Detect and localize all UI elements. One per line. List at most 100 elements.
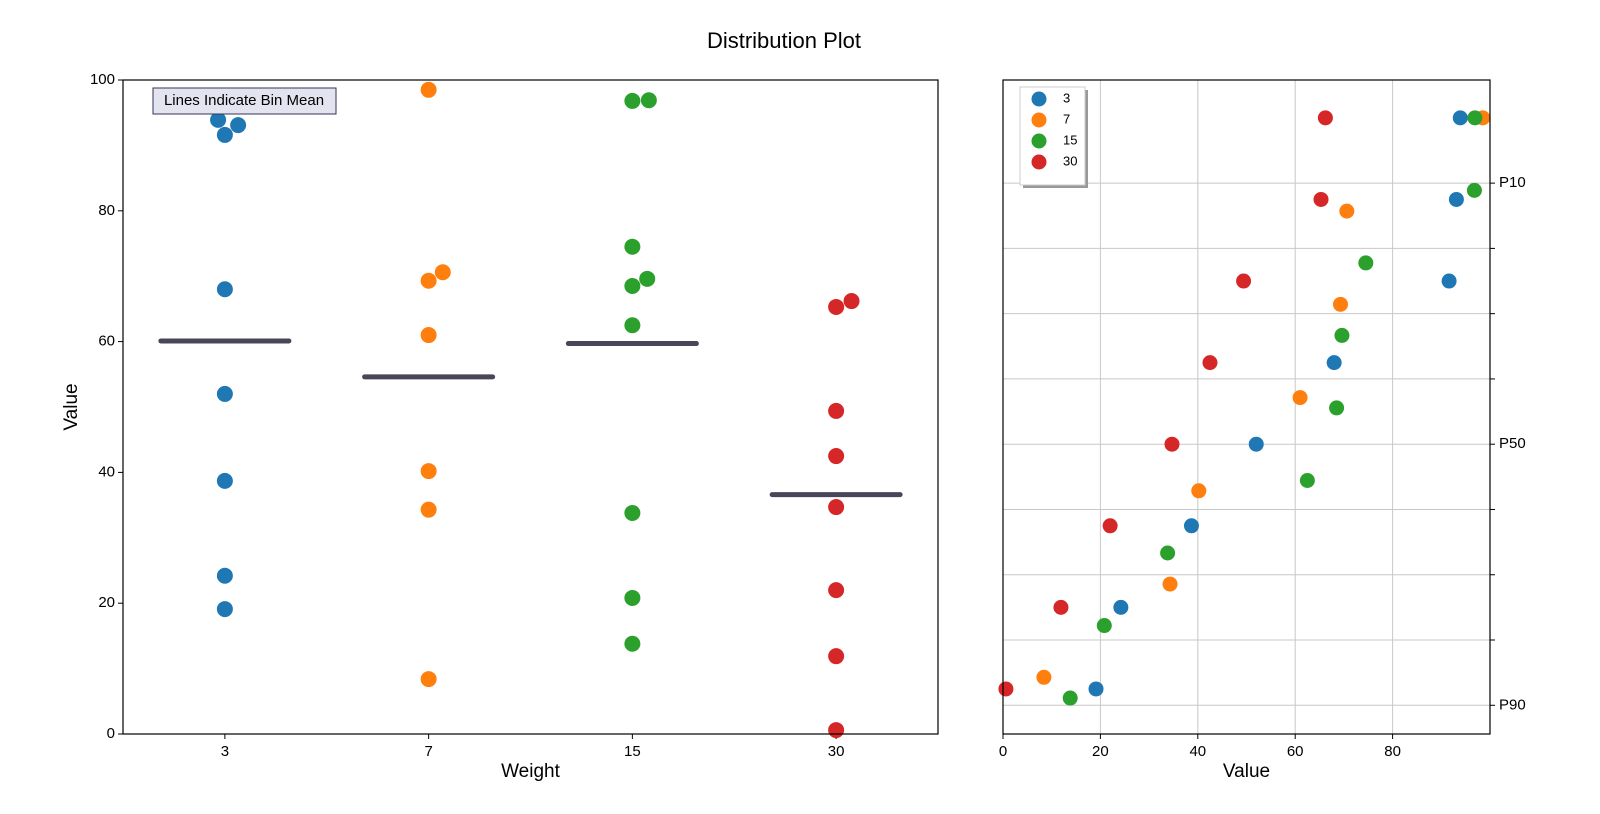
point — [828, 499, 845, 516]
y-tick-label: P50 — [1499, 435, 1526, 452]
point — [216, 601, 233, 618]
point — [210, 111, 227, 128]
point — [420, 272, 437, 289]
point — [216, 126, 233, 143]
y-tick-label: 80 — [98, 202, 115, 219]
point — [1441, 273, 1457, 289]
point — [1358, 255, 1374, 271]
point — [639, 270, 656, 287]
plot-frame — [1002, 79, 1491, 735]
point — [420, 81, 437, 98]
annotation-box — [152, 87, 337, 115]
x-tick-label: 15 — [624, 743, 641, 760]
legend-frame — [1019, 86, 1086, 186]
point — [420, 671, 437, 688]
y-tick-label: 20 — [98, 594, 115, 611]
point — [1339, 203, 1355, 219]
point — [216, 567, 233, 584]
point — [828, 402, 845, 419]
point — [828, 298, 845, 315]
x-tick-label: 60 — [1287, 743, 1304, 760]
legend-marker — [1031, 154, 1047, 170]
point — [1088, 681, 1104, 697]
point — [828, 582, 845, 599]
point — [1317, 110, 1333, 126]
point — [1334, 327, 1350, 343]
point — [1466, 182, 1482, 198]
point — [1162, 576, 1178, 592]
plot-area — [1003, 80, 1490, 734]
y-tick-label: 60 — [98, 333, 115, 350]
point — [624, 92, 641, 109]
point — [216, 385, 233, 402]
point — [624, 278, 641, 295]
point — [420, 463, 437, 480]
x-tick-label: 3 — [221, 743, 229, 760]
point — [624, 635, 641, 652]
point — [640, 92, 657, 109]
point — [1248, 436, 1264, 452]
x-axis-label: Weight — [501, 761, 561, 782]
point — [1236, 273, 1252, 289]
point — [420, 501, 437, 518]
legend-label: 7 — [1063, 111, 1070, 126]
y-tick-label: 40 — [98, 463, 115, 480]
point — [1467, 110, 1483, 126]
y-tick-label: 0 — [107, 725, 115, 742]
point — [1299, 472, 1315, 488]
point — [1452, 110, 1468, 126]
point — [216, 281, 233, 298]
point — [1292, 390, 1308, 406]
legend-label: 30 — [1063, 153, 1077, 168]
y-tick-label: P10 — [1499, 174, 1526, 191]
x-tick-label: 0 — [999, 743, 1007, 760]
point — [1332, 296, 1348, 312]
point — [828, 648, 845, 665]
point — [843, 293, 860, 310]
legend-marker — [1031, 91, 1047, 107]
x-tick-label: 40 — [1189, 743, 1206, 760]
y-axis-label: Value — [61, 383, 82, 430]
point — [1053, 599, 1069, 615]
point — [1329, 400, 1345, 416]
point — [624, 589, 641, 606]
point — [828, 448, 845, 465]
x-tick-label: 80 — [1384, 743, 1401, 760]
figure-title: Distribution Plot — [707, 28, 861, 53]
point — [624, 238, 641, 255]
plot-frame — [122, 79, 939, 735]
plot-area — [123, 80, 938, 734]
point — [998, 681, 1014, 697]
point — [1113, 599, 1129, 615]
point — [230, 117, 247, 134]
point — [1036, 669, 1052, 685]
x-tick-label: 20 — [1092, 743, 1109, 760]
point — [828, 722, 845, 739]
point — [1191, 483, 1207, 499]
legend-marker — [1031, 133, 1047, 149]
point — [1096, 618, 1112, 634]
legend-label: 15 — [1063, 132, 1077, 147]
point — [1313, 191, 1329, 207]
point — [1164, 436, 1180, 452]
point — [1102, 518, 1118, 534]
point — [1448, 191, 1464, 207]
point — [624, 317, 641, 334]
y-tick-label: 100 — [90, 71, 115, 88]
point — [1160, 545, 1176, 561]
x-tick-label: 7 — [424, 743, 432, 760]
annotation: Lines Indicate Bin Mean — [164, 92, 324, 109]
x-tick-label: 30 — [828, 743, 845, 760]
point — [420, 327, 437, 344]
point — [1326, 355, 1342, 371]
y-tick-label: P90 — [1499, 696, 1526, 713]
point — [1183, 518, 1199, 534]
point — [216, 472, 233, 489]
x-axis-label: Value — [1223, 761, 1270, 782]
legend-marker — [1031, 112, 1047, 128]
legend-label: 3 — [1063, 90, 1070, 105]
point — [1062, 690, 1078, 706]
point — [1202, 355, 1218, 371]
point — [434, 264, 451, 281]
